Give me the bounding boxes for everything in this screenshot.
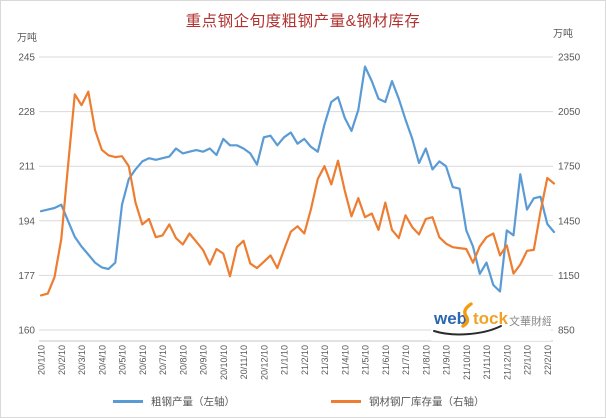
right-axis-tick-label: 2350 bbox=[558, 53, 581, 64]
production-line-swatch-icon bbox=[113, 399, 143, 403]
legend-label-inventory: 钢材钢厂库存量（右轴） bbox=[369, 395, 485, 408]
watermark-underline-swoosh-icon bbox=[433, 325, 502, 336]
x-axis-tick-label: 21/12/10 bbox=[502, 345, 512, 380]
x-axis-tick-label: 20/6/10 bbox=[138, 345, 148, 375]
x-axis-tick-label: 20/3/10 bbox=[77, 345, 87, 375]
x-axis-tick-label: 21/4/10 bbox=[340, 345, 350, 375]
watermark-s-swoosh-icon bbox=[461, 302, 473, 328]
left-axis-tick-label: 228 bbox=[18, 107, 35, 118]
legend-item-production: 粗钢产量（左轴） bbox=[113, 393, 235, 409]
x-axis-tick-label: 20/7/10 bbox=[158, 345, 168, 375]
x-axis-tick-label: 21/6/10 bbox=[381, 345, 391, 375]
watermark-tock-text: tock bbox=[473, 309, 509, 328]
left-axis-tick-label: 177 bbox=[18, 271, 35, 282]
x-axis-tick-label: 22/2/10 bbox=[543, 345, 553, 375]
x-axis-tick-label: 21/8/10 bbox=[421, 345, 431, 375]
x-axis-tick-label: 20/12/10 bbox=[259, 345, 269, 380]
left-axis-tick-label: 160 bbox=[18, 326, 35, 337]
x-axis-tick-label: 21/9/10 bbox=[442, 345, 452, 375]
x-axis-tick-label: 21/10/10 bbox=[462, 345, 472, 380]
inventory-line-swatch-icon bbox=[331, 399, 361, 403]
left-axis-unit: 万吨 bbox=[17, 33, 37, 44]
production-line bbox=[39, 65, 556, 293]
legend-item-inventory: 钢材钢厂库存量（右轴） bbox=[331, 393, 485, 409]
watermark-web-text: web bbox=[433, 309, 467, 328]
x-axis-tick-label: 22/1/10 bbox=[523, 345, 533, 375]
x-axis-tick-label: 21/7/10 bbox=[401, 345, 411, 375]
left-axis-tick-label: 194 bbox=[18, 216, 35, 227]
x-axis-tick-label: 21/3/10 bbox=[320, 345, 330, 375]
x-axis-tick-label: 21/11/10 bbox=[482, 345, 492, 379]
x-axis-tick-label: 20/2/10 bbox=[57, 345, 67, 375]
right-axis-tick-label: 1450 bbox=[558, 216, 581, 227]
x-axis-tick-label: 21/2/10 bbox=[300, 345, 310, 375]
x-axis-tick-label: 20/8/10 bbox=[178, 345, 188, 375]
watermark-logo: web tock 文華財經 bbox=[431, 299, 553, 341]
right-axis-tick-label: 1150 bbox=[558, 271, 580, 282]
watermark-cn-text: 文華財經 bbox=[509, 314, 551, 328]
legend-label-production: 粗钢产量（左轴） bbox=[151, 395, 235, 408]
right-axis-tick-label: 2050 bbox=[558, 107, 581, 118]
right-axis-tick-label: 1750 bbox=[558, 162, 581, 173]
x-axis-tick-label: 20/4/10 bbox=[97, 345, 107, 375]
left-axis-tick-label: 211 bbox=[19, 162, 35, 173]
x-axis-tick-label: 20/5/10 bbox=[118, 345, 128, 375]
inventory-line bbox=[39, 90, 556, 297]
x-axis-tick-label: 20/11/10 bbox=[239, 345, 249, 379]
right-axis-tick-label: 850 bbox=[558, 326, 575, 337]
x-axis-tick-label: 20/1/10 bbox=[37, 345, 47, 375]
chart-title: 重点钢企旬度粗钢产量&钢材库存 bbox=[185, 13, 421, 30]
x-axis-tick-label: 21/1/10 bbox=[280, 345, 290, 375]
x-axis-tick-label: 20/9/10 bbox=[199, 345, 209, 375]
x-axis-tick-label: 20/10/10 bbox=[219, 345, 229, 380]
right-axis-unit: 万吨 bbox=[553, 29, 573, 40]
legend: 粗钢产量（左轴） 钢材钢厂库存量（右轴） bbox=[1, 393, 605, 409]
x-axis-tick-label: 21/5/10 bbox=[361, 345, 371, 375]
left-axis-tick-label: 245 bbox=[18, 53, 35, 64]
